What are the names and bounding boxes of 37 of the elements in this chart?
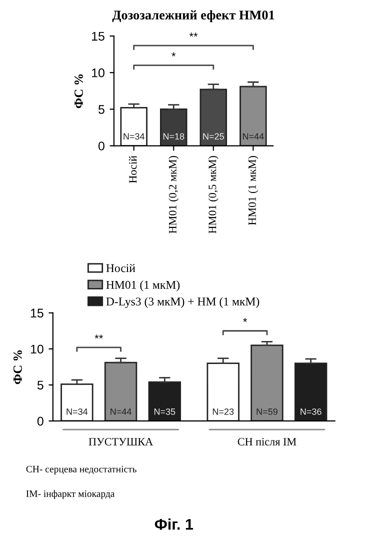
annotation: ** (189, 32, 198, 37)
legend-label: HM01 (1 мкМ) (106, 280, 180, 292)
y-tick-label: 15 (92, 32, 104, 41)
annotation: * (243, 318, 248, 322)
legend-label: D-Lys3 (3 мкМ) + HM (1 мкМ) (106, 297, 260, 308)
x-tick-label: HM01 (1 мкМ) (248, 156, 258, 226)
annotation: N=44 (110, 408, 132, 415)
x-tick-label: ПУСТУШКА (88, 438, 154, 446)
annotation: ** (94, 334, 104, 339)
x-tick-label: СН після ІМ (238, 438, 296, 446)
text: СН- серцева недостатність (26, 466, 136, 474)
y-tick-label: 0 (37, 416, 44, 426)
legend-label: Носій (106, 264, 136, 272)
y-tick-label: 0 (98, 142, 104, 150)
annotation: N=59 (256, 408, 278, 415)
annotation: N=35 (154, 408, 176, 415)
annotation: N=36 (300, 408, 322, 415)
annotation: N=34 (124, 133, 144, 140)
chart-title: Дозозалежний ефект HM01 (112, 10, 274, 22)
text: ІМ- інфаркт міокарда (26, 490, 115, 499)
y-tick-label: 5 (37, 380, 44, 390)
annotation: N=34 (66, 408, 88, 415)
y-tick-label: 10 (92, 68, 104, 78)
y-tick-label: 15 (30, 308, 44, 318)
annotation: N=18 (163, 133, 184, 140)
y-tick-label: 10 (30, 344, 44, 354)
y-axis-title: ФС % (74, 74, 83, 108)
y-tick-label: 5 (98, 105, 104, 114)
annotation: N=25 (203, 133, 224, 140)
annotation: N=23 (212, 408, 234, 415)
x-tick-label: HM01 (0,5 мкМ) (208, 156, 218, 234)
x-tick-label: HM01 (0,2 мкМ) (168, 156, 179, 234)
x-tick-label: Носій (128, 156, 137, 184)
text: Фіг. 1 (154, 518, 194, 530)
y-axis-title: ФС % (13, 350, 22, 384)
annotation: * (172, 52, 176, 56)
annotation: N=44 (242, 133, 264, 140)
